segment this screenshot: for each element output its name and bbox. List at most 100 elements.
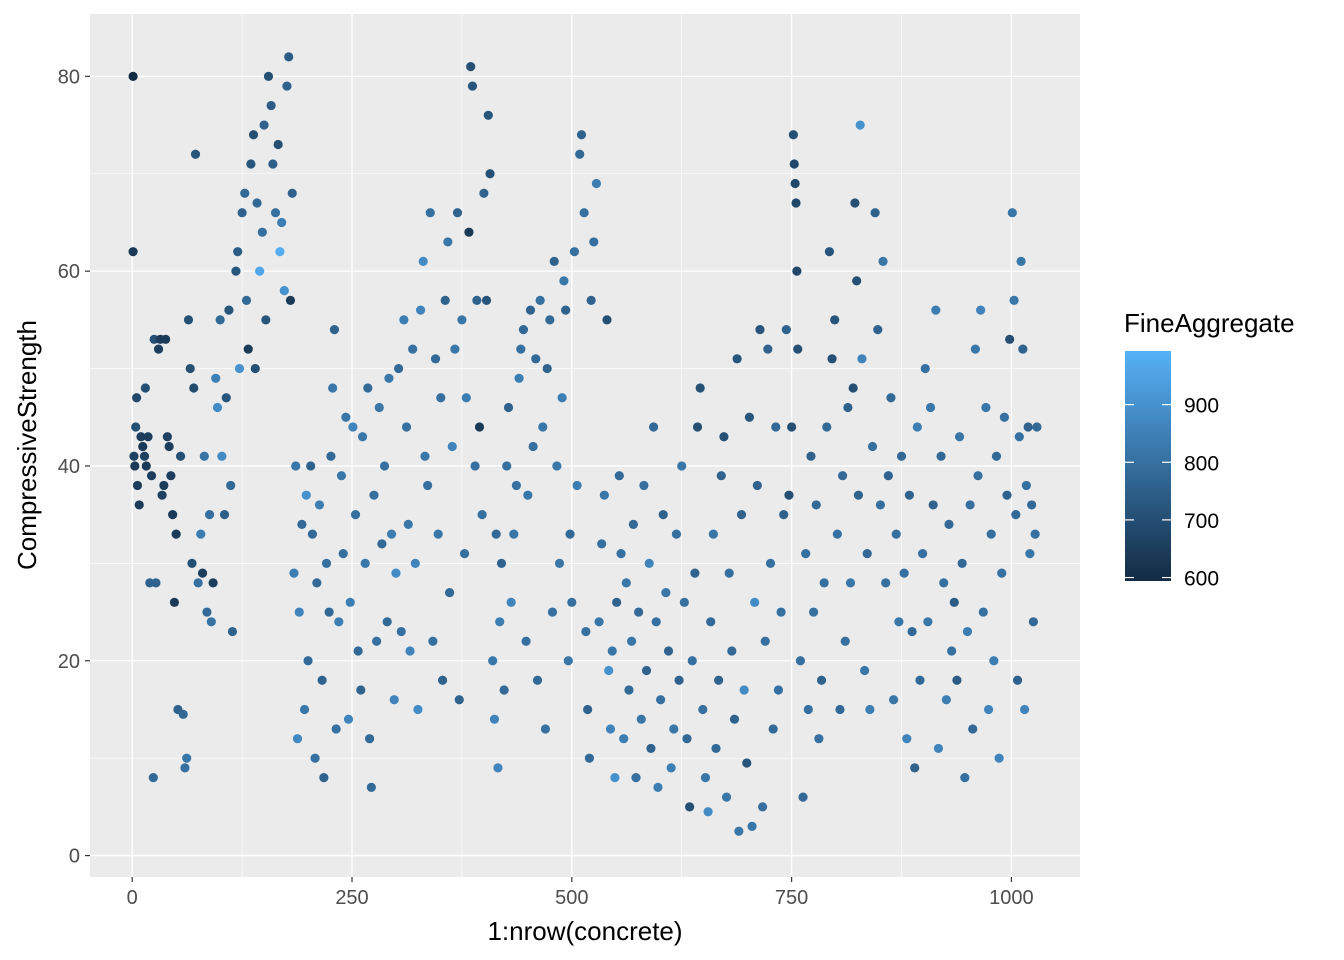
data-point bbox=[781, 324, 791, 335]
data-point bbox=[978, 607, 988, 617]
data-point bbox=[923, 617, 933, 627]
data-point bbox=[343, 714, 354, 724]
data-point bbox=[391, 568, 401, 578]
data-point bbox=[599, 490, 609, 500]
data-point bbox=[531, 354, 541, 364]
data-point bbox=[1014, 432, 1024, 442]
x-tick-label: 0 bbox=[127, 887, 138, 909]
data-point bbox=[565, 529, 575, 539]
data-point bbox=[348, 422, 358, 432]
data-point bbox=[920, 363, 930, 374]
data-point bbox=[692, 422, 703, 432]
data-point bbox=[787, 422, 797, 432]
data-point bbox=[586, 295, 596, 305]
data-point bbox=[687, 656, 697, 666]
data-point bbox=[148, 773, 158, 783]
data-point bbox=[175, 451, 186, 461]
legend-tick-label: 700 bbox=[1184, 510, 1219, 533]
data-point bbox=[552, 461, 562, 471]
data-point bbox=[356, 685, 366, 695]
data-point bbox=[1030, 529, 1040, 539]
data-point bbox=[241, 295, 252, 305]
data-point bbox=[698, 704, 708, 715]
data-point bbox=[472, 295, 482, 305]
data-point bbox=[840, 636, 850, 646]
data-point bbox=[321, 558, 332, 568]
data-point bbox=[870, 208, 880, 218]
data-point bbox=[246, 159, 256, 169]
data-point bbox=[771, 422, 781, 432]
data-point bbox=[576, 130, 587, 140]
data-point bbox=[614, 471, 624, 481]
data-point bbox=[445, 587, 455, 598]
data-point bbox=[180, 763, 190, 773]
data-point bbox=[912, 422, 922, 432]
data-point bbox=[790, 178, 800, 189]
data-point bbox=[403, 519, 413, 529]
data-point bbox=[873, 324, 883, 335]
data-point bbox=[231, 266, 241, 276]
data-point bbox=[968, 724, 978, 734]
data-point bbox=[234, 363, 245, 374]
data-point bbox=[1016, 256, 1026, 267]
data-point bbox=[845, 578, 856, 588]
data-point bbox=[734, 826, 744, 836]
data-point bbox=[811, 500, 821, 510]
data-point bbox=[384, 373, 394, 383]
data-point bbox=[545, 315, 555, 325]
data-point bbox=[275, 247, 285, 257]
data-point bbox=[461, 393, 471, 403]
data-point bbox=[1025, 549, 1035, 559]
legend-title: FineAggregate bbox=[1124, 308, 1295, 338]
x-tick-label: 250 bbox=[335, 887, 368, 909]
data-point bbox=[584, 753, 594, 763]
data-point bbox=[567, 597, 577, 607]
data-point bbox=[889, 695, 899, 705]
data-point bbox=[443, 237, 453, 247]
data-point bbox=[483, 110, 493, 120]
data-point bbox=[674, 675, 684, 685]
data-point bbox=[208, 578, 218, 588]
data-point bbox=[989, 656, 999, 666]
data-point bbox=[981, 402, 991, 413]
data-point bbox=[788, 130, 798, 140]
data-point bbox=[326, 451, 336, 461]
data-point bbox=[263, 71, 274, 81]
data-point bbox=[334, 617, 344, 627]
data-point bbox=[273, 139, 283, 150]
data-point bbox=[428, 636, 438, 646]
data-point bbox=[661, 587, 671, 598]
data-point bbox=[875, 500, 886, 510]
data-point bbox=[607, 646, 617, 656]
data-point bbox=[685, 802, 695, 812]
data-point bbox=[933, 743, 944, 754]
data-point bbox=[610, 773, 620, 783]
data-point bbox=[795, 656, 806, 666]
data-point bbox=[430, 354, 441, 364]
data-point bbox=[440, 295, 450, 305]
data-point bbox=[509, 529, 519, 539]
data-point bbox=[324, 607, 334, 617]
data-point bbox=[896, 451, 907, 461]
data-point bbox=[396, 626, 406, 637]
data-point bbox=[915, 675, 925, 685]
data-point bbox=[695, 383, 705, 393]
data-point bbox=[189, 383, 199, 393]
y-tick-label: 80 bbox=[58, 66, 80, 88]
data-point bbox=[503, 402, 514, 413]
data-point bbox=[243, 344, 253, 354]
data-point bbox=[793, 344, 803, 354]
data-point bbox=[153, 344, 164, 354]
data-point bbox=[859, 665, 870, 676]
data-point bbox=[366, 782, 376, 792]
data-point bbox=[716, 471, 726, 481]
data-point bbox=[547, 607, 558, 617]
data-point bbox=[187, 558, 197, 568]
data-point bbox=[491, 529, 501, 539]
data-point bbox=[542, 363, 552, 374]
data-point bbox=[511, 480, 522, 491]
legend-tick-label: 600 bbox=[1184, 568, 1219, 591]
data-point bbox=[656, 695, 666, 705]
data-point bbox=[669, 724, 679, 734]
